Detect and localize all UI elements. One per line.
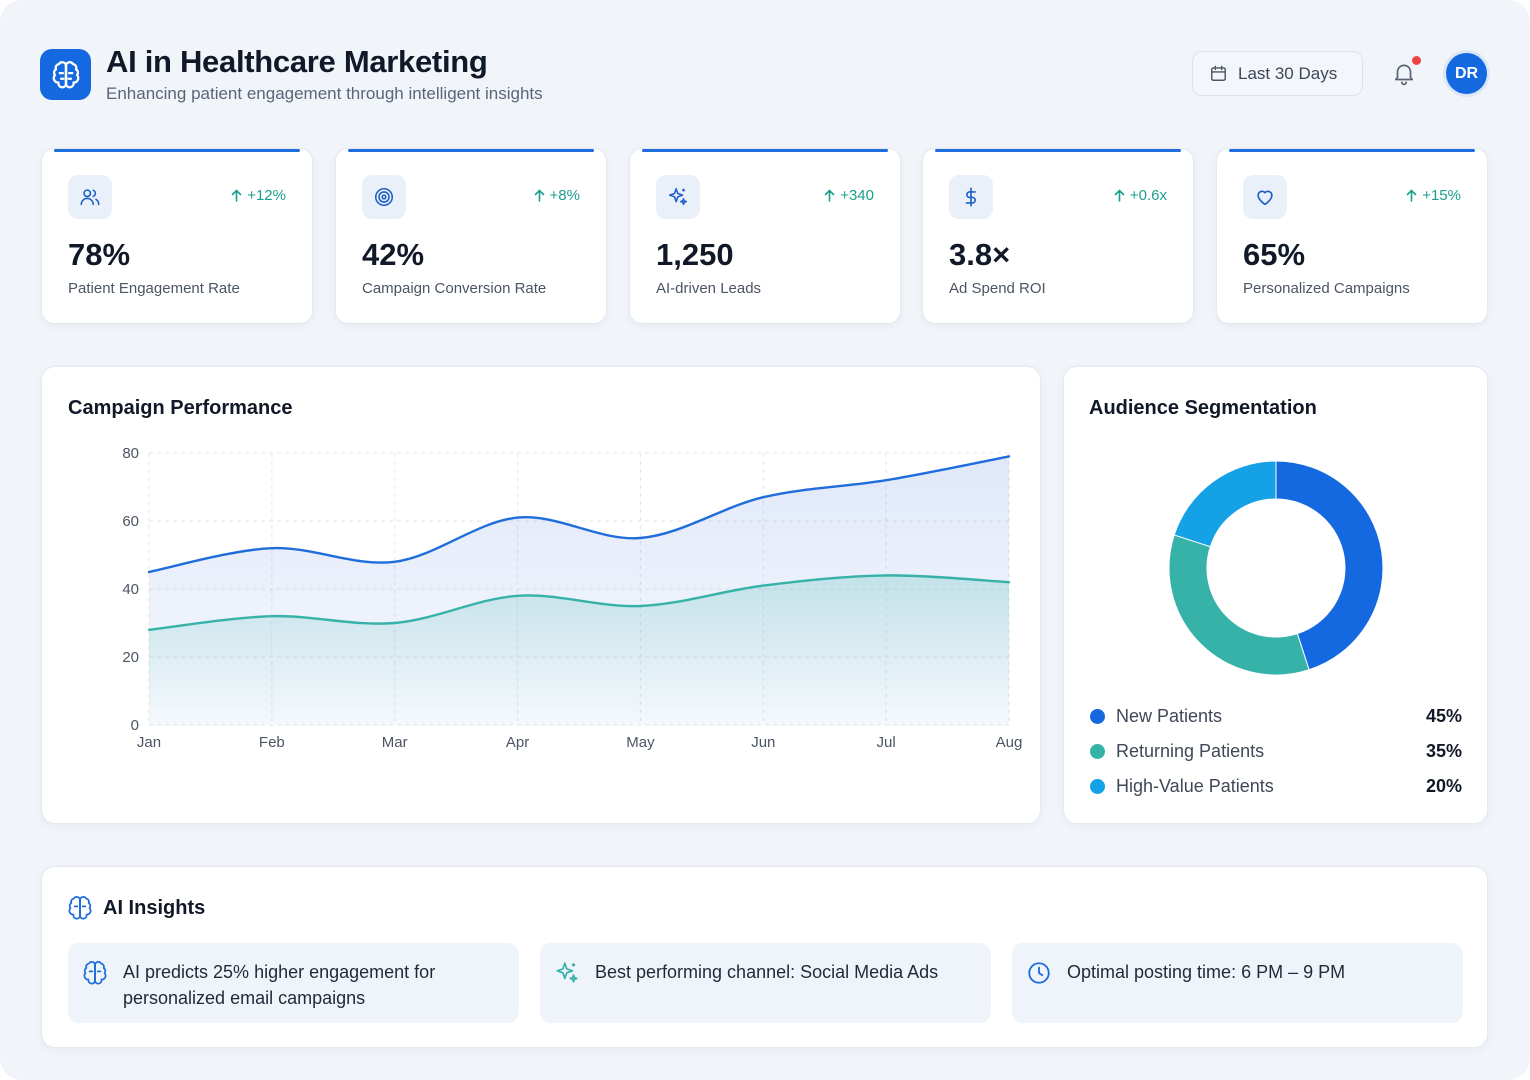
ai-insights-panel: AI Insights AI predicts 25% higher engag… <box>41 866 1488 1048</box>
stat-label: AI-driven Leads <box>656 280 762 297</box>
stat-value: 65% <box>1243 237 1306 272</box>
sparkles-icon <box>656 175 700 219</box>
campaign-performance-title: Campaign Performance <box>68 397 293 419</box>
legend-item: High-Value Patients 20% <box>1090 774 1462 798</box>
stat-card-conversion: +8% 42% Campaign Conversion Rate <box>335 148 607 324</box>
notification-dot <box>1412 56 1421 65</box>
campaign-performance-chart: 0 20 40 60 80 Jan Feb Mar Apr May Jun Jul Aug <box>122 445 1023 751</box>
insight-text: Optimal posting time: 6 PM – 9 PM <box>1067 962 1346 982</box>
legend-item: Returning Patients 35% <box>1090 739 1462 763</box>
x-tick-label: May <box>626 734 655 751</box>
donut-slice-returning-patients[interactable] <box>1168 534 1310 676</box>
users-icon <box>68 175 112 219</box>
legend-label: High-Value Patients <box>1116 775 1274 796</box>
insight-text: AI predicts 25% higher engagement for pe… <box>123 962 436 1008</box>
brain-icon <box>83 961 107 985</box>
series-line-2[interactable] <box>147 574 1011 631</box>
x-tick-label: Jan <box>137 734 161 751</box>
clock-icon <box>1028 962 1050 984</box>
stat-label: Ad Spend ROI <box>949 280 1046 297</box>
stat-label: Campaign Conversion Rate <box>362 280 547 297</box>
audience-segmentation-panel: Audience Segmentation New Patients 45% Ret… <box>1063 366 1488 824</box>
stat-change: +15% <box>1406 187 1461 204</box>
arrow-up-icon <box>534 189 544 202</box>
arrow-up-icon <box>1406 189 1417 202</box>
series-line-1[interactable] <box>147 455 1011 574</box>
ai-insights-title: AI Insights <box>103 897 206 919</box>
stat-value: 42% <box>362 237 425 272</box>
legend-item: New Patients 45% <box>1090 704 1462 728</box>
stat-card-personalized: +15% 65% Personalized Campaigns <box>1216 148 1488 324</box>
insight-card: AI predicts 25% higher engagement for pe… <box>68 943 519 1023</box>
x-tick-label: Aug <box>996 734 1023 751</box>
legend-value: 20% <box>1425 775 1462 796</box>
date-range-button[interactable]: Last 30 Days <box>1192 51 1363 96</box>
arrow-up-icon <box>231 189 242 202</box>
donut-slice-high-value-patients[interactable] <box>1173 460 1277 548</box>
donut-slice-new-patients[interactable] <box>1275 460 1384 671</box>
stat-label: Patient Engagement Rate <box>68 280 240 297</box>
page-subtitle: Enhancing patient engagement through int… <box>106 84 543 103</box>
arrow-up-icon <box>1114 189 1125 202</box>
avatar[interactable]: DR <box>1446 53 1487 94</box>
legend-dot <box>1090 708 1105 724</box>
stat-change: +340 <box>824 187 874 204</box>
audience-donut-chart <box>1168 460 1384 676</box>
stat-value: 3.8× <box>949 237 1011 272</box>
y-tick-label: 0 <box>131 717 139 734</box>
stat-change: +12% <box>231 187 286 204</box>
brain-logo-icon <box>40 49 91 100</box>
stat-change: +0.6x <box>1114 187 1167 204</box>
page-title: AI in Healthcare Marketing <box>106 44 488 79</box>
x-tick-label: Jul <box>877 734 896 751</box>
y-tick-label: 60 <box>122 513 139 530</box>
audience-segmentation-title: Audience Segmentation <box>1089 397 1317 419</box>
campaign-performance-panel: Campaign Performance 0 20 40 60 80 Jan Feb Mar… <box>41 366 1041 824</box>
dollar-icon <box>949 175 993 219</box>
sparkles-icon <box>556 962 578 983</box>
stat-value: 78% <box>68 237 131 272</box>
brain-icon <box>68 896 92 920</box>
x-tick-label: Mar <box>382 734 408 751</box>
calendar-icon <box>1211 65 1226 81</box>
y-tick-label: 20 <box>122 649 139 666</box>
legend-label: New Patients <box>1116 705 1223 726</box>
insight-card: Optimal posting time: 6 PM – 9 PM <box>1012 943 1463 1023</box>
arrow-up-icon <box>824 189 835 202</box>
x-tick-label: Apr <box>506 734 529 751</box>
stat-value: 1,250 <box>656 237 734 272</box>
stat-card-roi: +0.6x 3.8× Ad Spend ROI <box>922 148 1194 324</box>
stat-change: +8% <box>534 187 580 204</box>
legend-label: Returning Patients <box>1116 740 1265 761</box>
insight-card: Best performing channel: Social Media Ad… <box>540 943 991 1023</box>
insight-text: Best performing channel: Social Media Ad… <box>595 962 939 982</box>
legend-value: 35% <box>1425 740 1462 761</box>
target-icon <box>362 175 406 219</box>
legend-value: 45% <box>1425 705 1462 726</box>
series-area-2 <box>149 575 1009 725</box>
stat-card-engagement: +12% 78% Patient Engagement Rate <box>41 148 313 324</box>
stat-card-leads: +340 1,250 AI-driven Leads <box>629 148 901 324</box>
legend-dot <box>1090 778 1105 794</box>
date-range-label: Last 30 Days <box>1238 63 1338 83</box>
x-tick-label: Jun <box>751 734 775 751</box>
heart-icon <box>1243 175 1287 219</box>
x-tick-label: Feb <box>259 734 285 751</box>
stat-label: Personalized Campaigns <box>1243 280 1410 297</box>
y-tick-label: 80 <box>122 445 139 462</box>
legend-dot <box>1090 743 1105 759</box>
y-tick-label: 40 <box>122 581 139 598</box>
bell-icon[interactable] <box>1391 60 1417 86</box>
